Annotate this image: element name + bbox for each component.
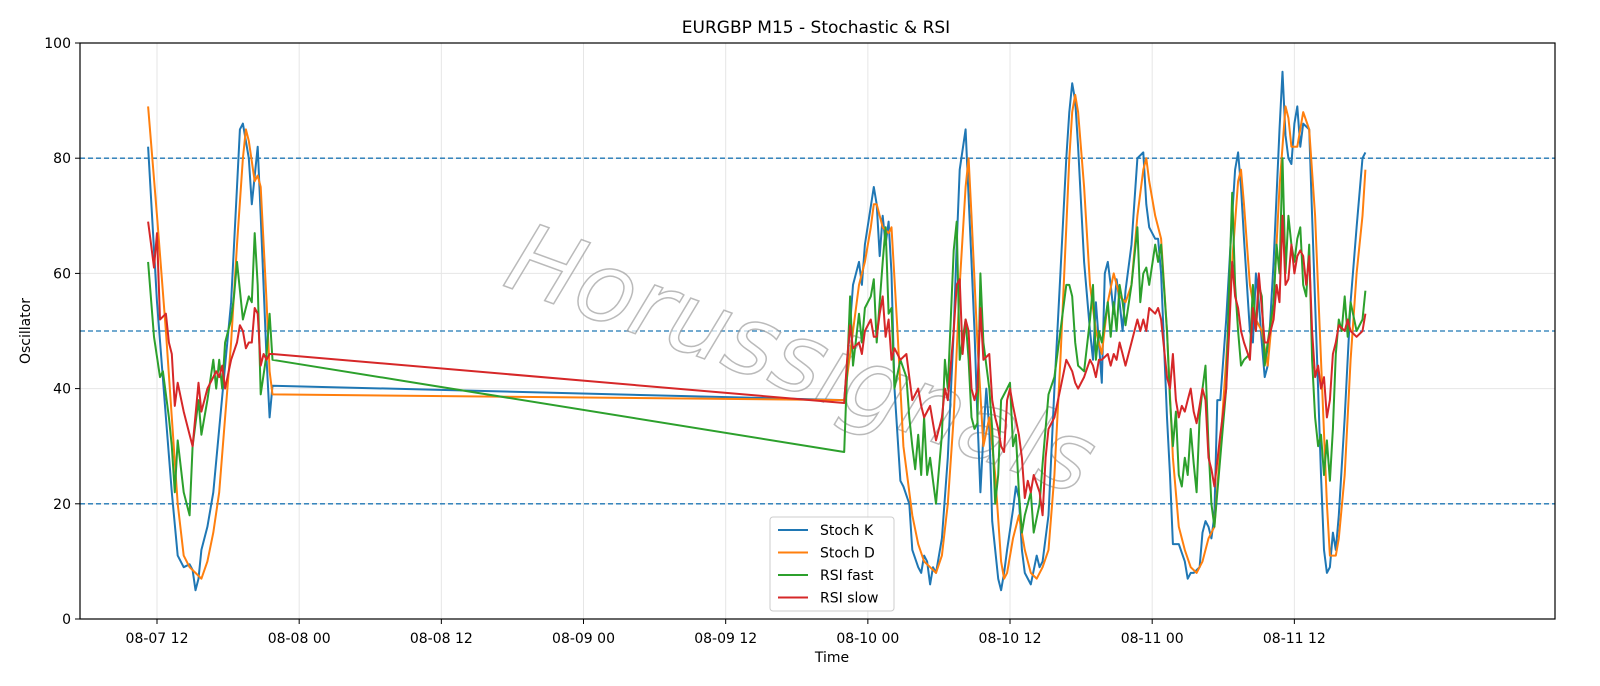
x-tick-label: 08-11 12	[1263, 631, 1326, 647]
legend-box	[769, 516, 895, 612]
x-tick-label: 08-10 12	[979, 631, 1042, 647]
y-axis-label: Oscillator	[18, 298, 34, 364]
y-tick-label: 60	[53, 266, 71, 282]
x-tick-label: 08-09 12	[694, 631, 757, 647]
x-tick-label: 08-08 00	[268, 631, 331, 647]
y-tick-label: 100	[44, 36, 71, 52]
reference-lines	[80, 157, 1555, 505]
y-axis-ticks: 0 20 40 60 80 100	[44, 36, 80, 628]
plot-frame	[79, 42, 1556, 620]
x-tick-label: 08-11 00	[1121, 631, 1184, 647]
x-tick-label: 08-10 00	[836, 631, 899, 647]
x-tick-label: 08-08 12	[410, 631, 473, 647]
chart-title: EURGBP M15 - Stochastic & RSI	[682, 18, 950, 38]
x-tick-label: 08-07 12	[126, 631, 189, 647]
y-tick-label: 20	[53, 497, 71, 513]
legend-label: Stoch D	[820, 546, 875, 562]
series-line-rsi-fast	[147, 157, 1367, 534]
x-tick-label: 08-09 00	[552, 631, 615, 647]
legend-label: Stoch K	[820, 523, 874, 539]
series-line-rsi-slow	[147, 214, 1367, 517]
y-tick-label: 80	[53, 151, 71, 167]
legend-label: RSI fast	[820, 568, 874, 584]
x-axis-ticks: 08-07 12 08-08 00 08-08 12 08-09 00 08-09 12…	[126, 619, 1326, 647]
series-lines	[147, 70, 1367, 592]
legend: Stoch K Stoch D RSI fast RSI slow	[769, 516, 895, 612]
y-tick-label: 0	[62, 612, 71, 628]
x-axis-label: Time	[814, 650, 849, 666]
y-tick-label: 40	[53, 382, 71, 398]
legend-label: RSI slow	[820, 591, 878, 607]
